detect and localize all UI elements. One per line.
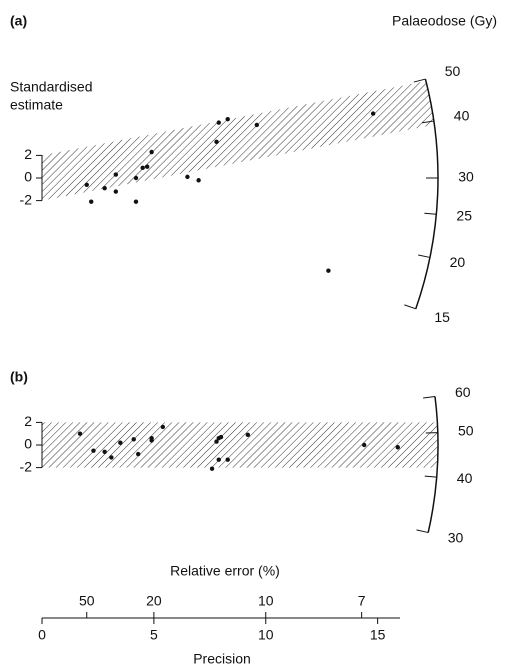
point	[113, 172, 119, 177]
band	[42, 422, 438, 468]
point	[84, 182, 89, 187]
radial-tick-label: 25	[456, 208, 472, 224]
x-tick-label: 15	[370, 627, 386, 643]
radial-axis	[427, 396, 439, 533]
point	[133, 199, 139, 204]
point	[131, 437, 136, 442]
y-tick-label: -2	[20, 458, 33, 474]
radial-tick	[424, 475, 437, 478]
point	[326, 268, 331, 273]
point	[196, 178, 201, 183]
point	[113, 189, 119, 194]
point	[144, 164, 150, 169]
radial-tick-label: 60	[455, 384, 471, 400]
x-tick-label: 10	[258, 627, 274, 643]
radial-tick	[416, 529, 429, 534]
point	[216, 457, 221, 462]
x-tick-label: 0	[38, 627, 46, 643]
radial-tick	[423, 396, 436, 399]
point	[149, 436, 154, 441]
radial-tick-label: 20	[450, 254, 466, 270]
radial-label: Palaeodose (Gy)	[392, 13, 497, 29]
point	[109, 455, 114, 460]
point	[136, 451, 141, 457]
x-tick-label: 5	[150, 627, 158, 643]
point	[225, 117, 230, 122]
radial-tick-label: 50	[458, 422, 474, 438]
re-tick-label: 50	[79, 593, 95, 609]
point	[218, 434, 224, 440]
point	[133, 175, 139, 181]
point	[395, 445, 400, 450]
radial-tick	[404, 304, 416, 310]
point	[214, 139, 219, 145]
y-tick-label: 2	[24, 413, 32, 429]
band	[42, 81, 435, 201]
point	[77, 431, 83, 436]
y-tick-label: -2	[20, 191, 33, 207]
radial-tick-label: 50	[445, 63, 461, 79]
point	[370, 111, 376, 116]
point	[160, 424, 166, 430]
y-label: Standardised	[10, 79, 93, 95]
radial-tick	[421, 120, 434, 124]
point	[102, 185, 107, 191]
radial-tick-label: 30	[458, 169, 474, 185]
y-tick-label: 0	[24, 169, 32, 185]
radial-axis	[415, 78, 439, 310]
point	[209, 466, 215, 471]
point	[118, 440, 123, 445]
panel-label: (b)	[10, 369, 28, 385]
re-tick-label: 20	[146, 593, 162, 609]
point	[214, 439, 219, 444]
point	[102, 449, 107, 454]
radial-tick-label: 40	[457, 470, 473, 486]
radial-tick-label: 40	[454, 108, 470, 124]
radial-tick-label: 15	[434, 309, 450, 325]
point	[89, 199, 94, 204]
point	[225, 457, 230, 462]
point	[254, 122, 259, 128]
y-label: estimate	[10, 97, 63, 113]
radial-tick-label: 30	[448, 529, 464, 545]
point	[149, 149, 154, 155]
point	[185, 174, 190, 180]
point	[216, 120, 221, 125]
point	[245, 432, 251, 438]
panel-label: (a)	[10, 13, 27, 29]
radial-tick	[413, 78, 426, 83]
y-tick-label: 0	[24, 436, 32, 452]
re-tick-label: 10	[258, 593, 274, 609]
y-tick-label: 2	[24, 146, 32, 162]
point	[91, 448, 96, 453]
x-label: Precision	[193, 651, 251, 667]
point	[140, 165, 145, 171]
radial-tick	[424, 212, 437, 215]
re-tick-label: 7	[358, 593, 366, 609]
re-label: Relative error (%)	[170, 563, 280, 579]
point	[362, 442, 367, 448]
radial-tick	[418, 254, 431, 258]
